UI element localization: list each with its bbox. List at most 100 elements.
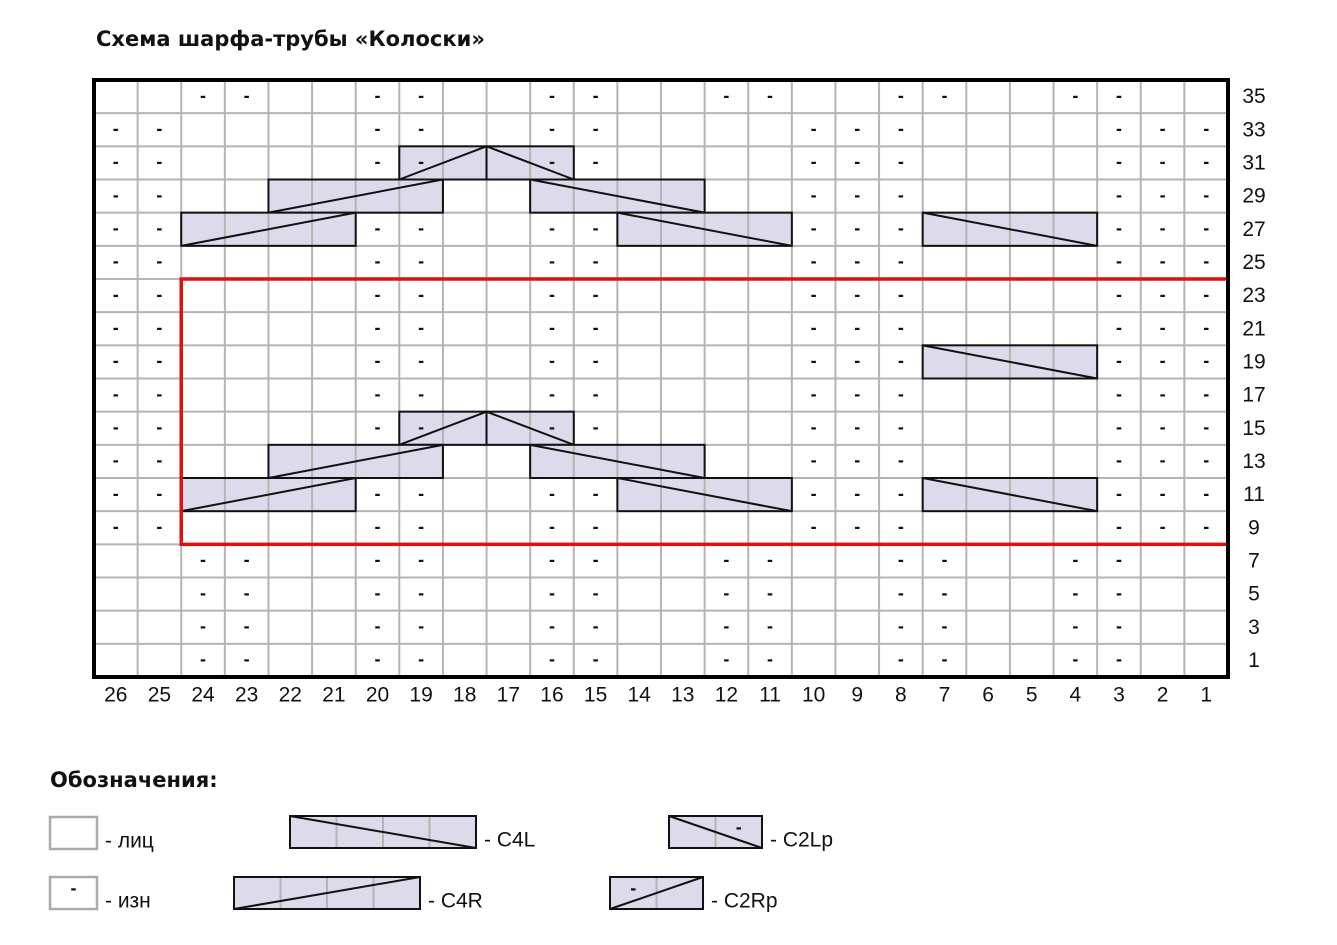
purl-symbol: - — [1203, 517, 1209, 537]
purl-symbol: - — [1203, 185, 1209, 205]
purl-symbol: - — [898, 417, 904, 437]
purl-symbol: - — [1160, 185, 1166, 205]
row-number: 1 — [1248, 649, 1260, 672]
row-number: 7 — [1248, 549, 1260, 572]
column-number: 3 — [1113, 684, 1125, 707]
purl-symbol: - — [375, 284, 381, 304]
purl-symbol: - — [418, 152, 424, 172]
purl-symbol: - — [854, 351, 860, 371]
cable-diagonal — [529, 178, 705, 214]
purl-symbol: - — [1116, 251, 1122, 271]
purl-symbol: - — [942, 583, 948, 603]
column-number: 17 — [497, 684, 520, 707]
purl-symbol: - — [375, 152, 381, 172]
purl-symbol: - — [811, 483, 817, 503]
purl-symbol: - — [942, 85, 948, 105]
purl-symbol: - — [113, 417, 119, 437]
purl-symbol: - — [1160, 351, 1166, 371]
purl-symbol: - — [244, 550, 250, 570]
purl-symbol: - — [549, 649, 555, 669]
purl-symbol: - — [1072, 616, 1078, 636]
purl-symbol: - — [811, 152, 817, 172]
column-number: 25 — [148, 684, 171, 707]
purl-symbol: - — [375, 517, 381, 537]
row-number: 31 — [1242, 151, 1265, 174]
purl-symbol: - — [113, 450, 119, 470]
cable-border — [616, 477, 793, 513]
purl-symbol: - — [811, 251, 817, 271]
purl-symbol: - — [375, 85, 381, 105]
purl-symbol: - — [549, 483, 555, 503]
legend-purl-symbol: - — [630, 878, 636, 898]
purl-symbol: - — [811, 384, 817, 404]
purl-symbol: - — [375, 119, 381, 139]
purl-symbol: - — [593, 119, 599, 139]
legend-cable-diagonal — [668, 815, 763, 849]
purl-symbol: - — [418, 318, 424, 338]
purl-symbol: - — [549, 550, 555, 570]
purl-symbol: - — [375, 417, 381, 437]
purl-symbol: - — [811, 417, 817, 437]
legend-cable-border — [233, 876, 421, 910]
purl-symbol: - — [1160, 152, 1166, 172]
purl-symbol: - — [723, 649, 729, 669]
purl-symbol: - — [898, 384, 904, 404]
purl-symbol: - — [593, 218, 599, 238]
chart-border — [92, 78, 1230, 679]
purl-symbol: - — [1160, 119, 1166, 139]
purl-symbol: - — [854, 517, 860, 537]
purl-symbol: - — [375, 649, 381, 669]
purl-symbol: - — [767, 649, 773, 669]
purl-symbol: - — [375, 384, 381, 404]
cable-diagonal — [181, 477, 356, 513]
purl-symbol: - — [113, 517, 119, 537]
purl-symbol: - — [811, 517, 817, 537]
purl-symbol: - — [375, 218, 381, 238]
purl-symbol: - — [418, 351, 424, 371]
purl-symbol: - — [375, 351, 381, 371]
legend-box — [48, 815, 99, 851]
purl-symbol: - — [898, 284, 904, 304]
legend-purl-symbol: - — [736, 817, 742, 837]
purl-symbol: - — [1116, 450, 1122, 470]
purl-symbol: - — [898, 119, 904, 139]
row-number: 17 — [1242, 384, 1265, 407]
purl-symbol: - — [854, 119, 860, 139]
purl-symbol: - — [418, 218, 424, 238]
row-number: 5 — [1248, 583, 1260, 606]
legend-label: - C2Lp — [770, 829, 833, 852]
purl-symbol: - — [767, 85, 773, 105]
purl-symbol: - — [418, 583, 424, 603]
purl-symbol: - — [549, 417, 555, 437]
column-number: 2 — [1157, 684, 1169, 707]
purl-symbol: - — [375, 483, 381, 503]
column-number: 9 — [851, 684, 863, 707]
purl-symbol: - — [549, 251, 555, 271]
legend-label: - C4L — [484, 829, 535, 852]
purl-symbol: - — [1203, 284, 1209, 304]
purl-symbol: - — [1160, 318, 1166, 338]
purl-symbol: - — [593, 284, 599, 304]
cable-diagonal — [617, 477, 793, 513]
purl-symbol: - — [113, 483, 119, 503]
purl-symbol: - — [113, 119, 119, 139]
purl-symbol: - — [1116, 351, 1122, 371]
row-number: 21 — [1242, 317, 1265, 340]
purl-symbol: - — [418, 284, 424, 304]
purl-symbol: - — [1160, 450, 1166, 470]
purl-symbol: - — [156, 417, 162, 437]
purl-symbol: - — [1203, 318, 1209, 338]
purl-symbol: - — [898, 483, 904, 503]
row-number: 11 — [1243, 483, 1265, 506]
purl-symbol: - — [593, 616, 599, 636]
purl-symbol: - — [1116, 583, 1122, 603]
purl-symbol: - — [593, 152, 599, 172]
purl-symbol: - — [811, 218, 817, 238]
purl-symbol: - — [767, 616, 773, 636]
purl-symbol: - — [156, 251, 162, 271]
cable-diagonal — [486, 145, 575, 181]
purl-symbol: - — [1160, 384, 1166, 404]
purl-symbol: - — [723, 550, 729, 570]
purl-symbol: - — [200, 649, 206, 669]
